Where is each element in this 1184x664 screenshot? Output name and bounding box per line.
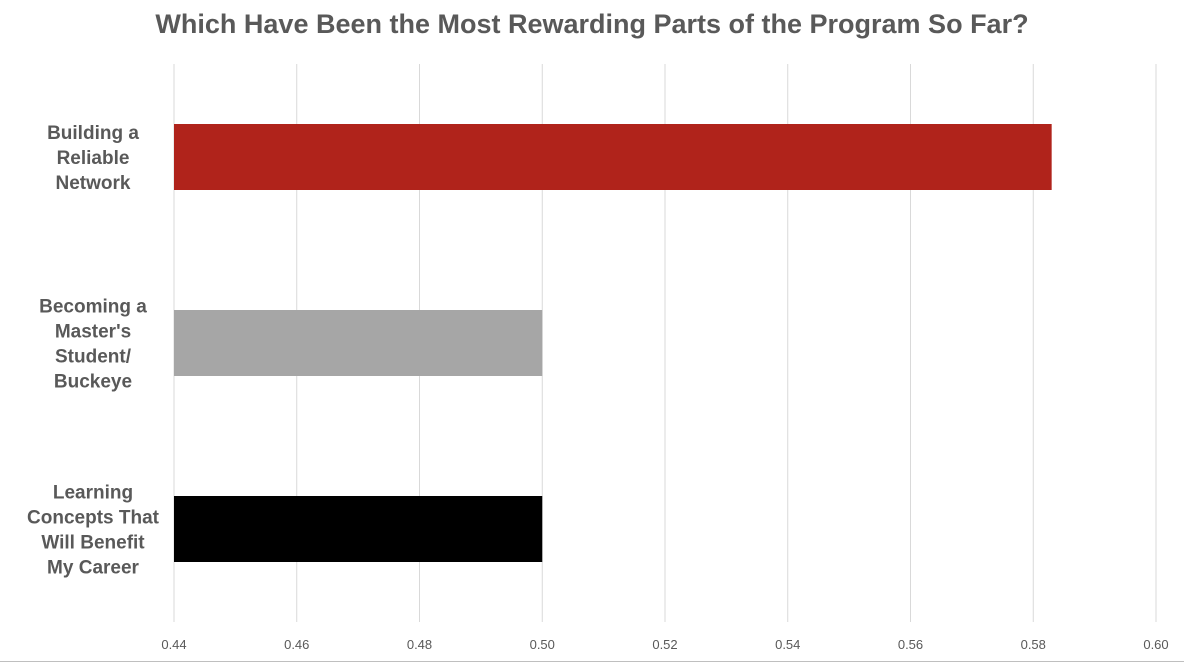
x-tick-label: 0.44 — [161, 637, 186, 652]
chart-title: Which Have Been the Most Rewarding Parts… — [155, 9, 1029, 39]
category-label-line: Building a — [47, 123, 139, 144]
category-label-line: Buckeye — [54, 372, 132, 393]
category-label: Learning Concepts That Will Benefit My Care… — [27, 483, 160, 579]
bar — [174, 496, 543, 562]
bottom-rule — [0, 661, 1184, 662]
x-tick-label: 0.50 — [530, 637, 555, 652]
x-tick-label: 0.52 — [652, 637, 677, 652]
bar — [174, 124, 1052, 190]
x-tick-label: 0.58 — [1021, 637, 1046, 652]
x-tick-label: 0.46 — [284, 637, 309, 652]
category-label-line: Student/ — [55, 347, 132, 368]
bar — [174, 310, 543, 376]
category-label-line: My Career — [47, 558, 139, 579]
category-label-line: Master's — [55, 322, 131, 343]
category-label-line: Concepts That — [27, 508, 160, 529]
category-label-line: Will Benefit — [41, 533, 145, 554]
category-label-line: Reliable — [57, 148, 130, 169]
bars — [174, 124, 1052, 562]
category-labels: Building a Reliable Network Becoming a Maste… — [27, 123, 160, 579]
category-label-line: Learning — [53, 483, 133, 504]
category-label: Building a Reliable Network — [47, 123, 139, 194]
x-tick-labels: 0.44 0.46 0.48 0.50 0.52 0.54 0.56 0.58 0.60 — [161, 637, 1168, 652]
category-label-line: Becoming a — [39, 297, 147, 318]
x-tick-label: 0.60 — [1143, 637, 1168, 652]
x-tick-label: 0.56 — [898, 637, 923, 652]
category-label-line: Network — [56, 173, 131, 194]
x-tick-label: 0.54 — [775, 637, 800, 652]
category-label: Becoming a Master's Student/Buckeye — [39, 297, 147, 393]
x-tick-label: 0.48 — [407, 637, 432, 652]
